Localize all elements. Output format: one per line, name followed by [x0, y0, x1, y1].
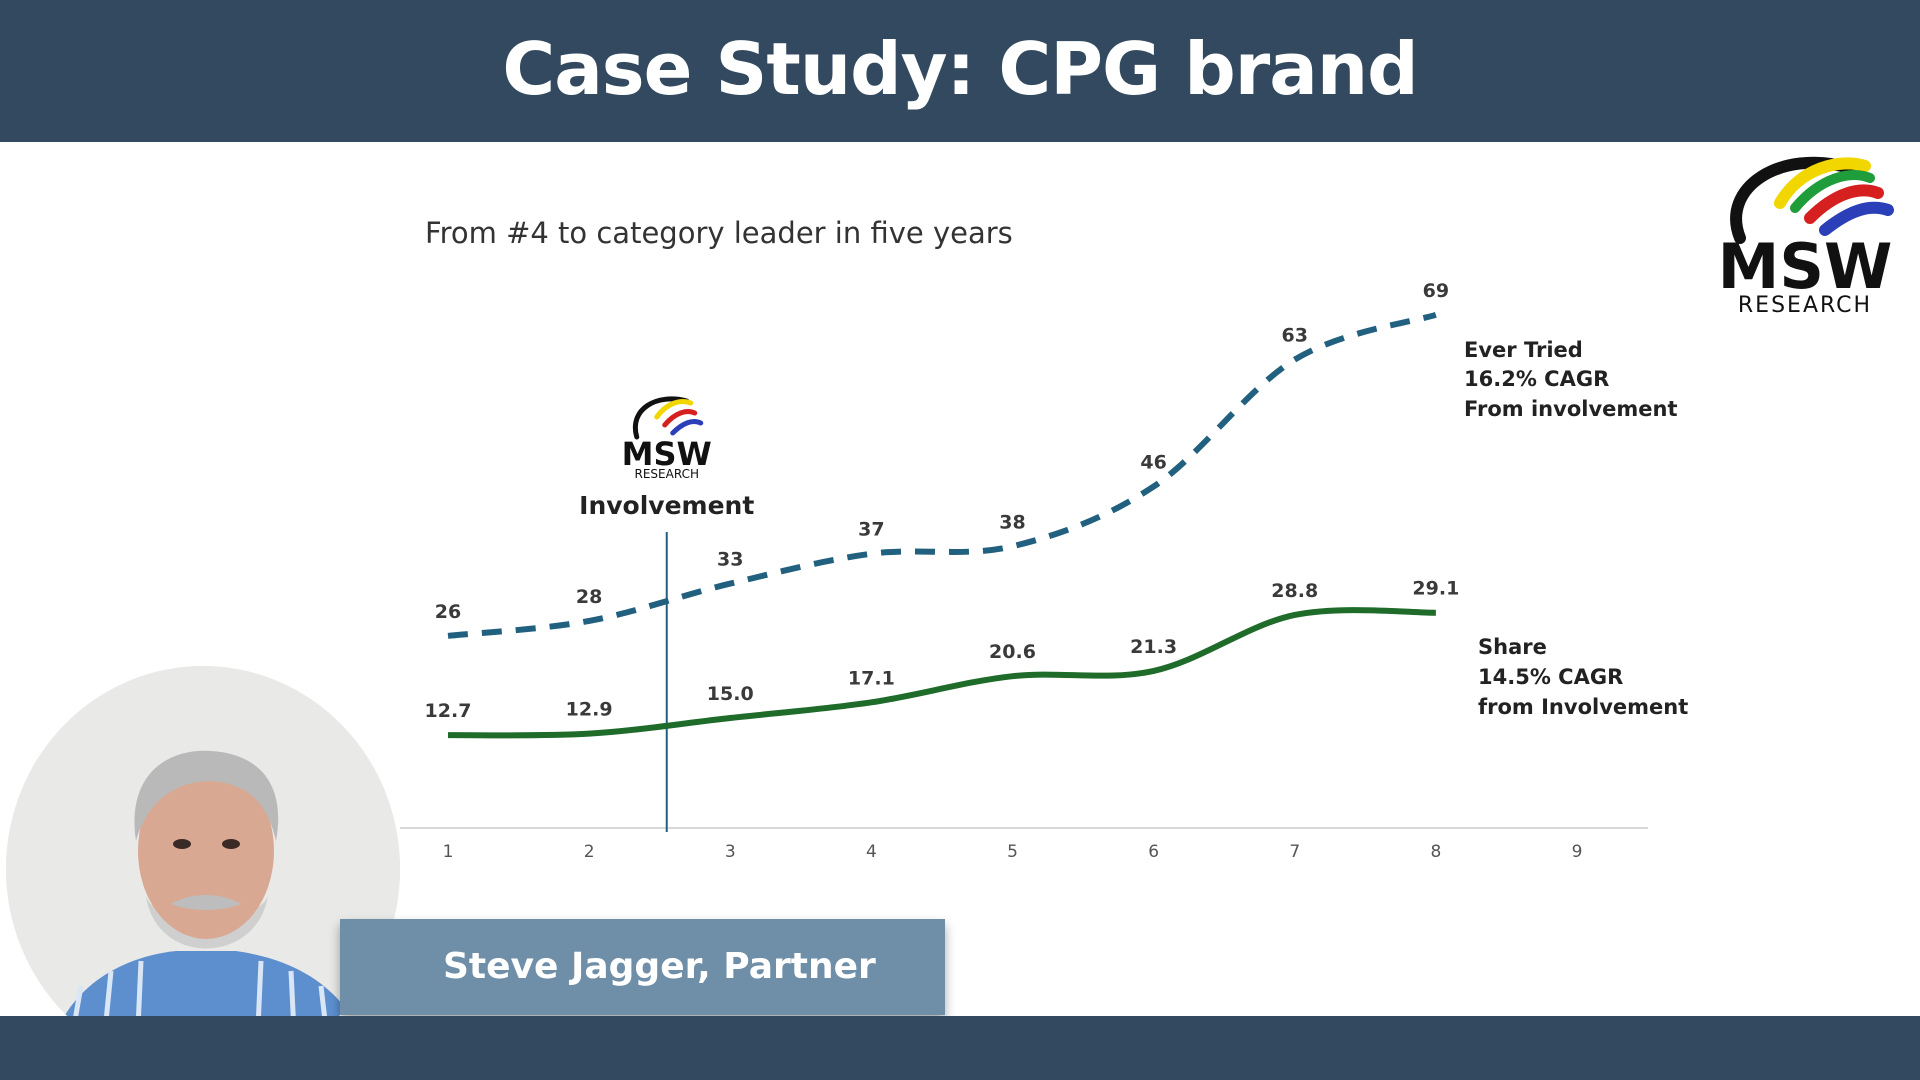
share-annotation-line3: from Involvement: [1478, 695, 1688, 719]
logo-swoosh-blue: [1819, 201, 1894, 236]
share-label: 17.1: [848, 667, 895, 689]
ever-tried-data-labels: 26 28 33 37 38 46 63 69: [435, 280, 1449, 623]
small-logo-swoosh-yellow: [654, 399, 694, 420]
ever-tried-annotation: Ever Tried 16.2% CAGR From involvement: [1464, 338, 1678, 421]
small-logo-swoosh-blue: [670, 418, 704, 436]
x-tick-labels: 1 2 3 4 5 6 7 8 9: [443, 842, 1583, 862]
ever-tried-label: 69: [1423, 280, 1449, 302]
ever-tried-label: 38: [999, 511, 1025, 533]
small-logo-text-research: RESEARCH: [635, 467, 699, 481]
x-tick-label: 9: [1572, 842, 1583, 862]
x-tick-label: 7: [1289, 842, 1300, 862]
share-label: 15.0: [707, 683, 754, 705]
share-annotation-line2: 14.5% CAGR: [1478, 665, 1623, 689]
presenter-hair: [134, 750, 279, 841]
logo-text-msw: MSW: [1718, 230, 1893, 303]
logo-swoosh-green: [1790, 170, 1875, 213]
header-bar: [0, 0, 1920, 142]
small-logo-text-msw: MSW: [622, 435, 712, 473]
x-tick-label: 3: [725, 842, 736, 862]
ever-tried-label: 28: [576, 586, 602, 608]
small-logo-swoosh-red: [662, 409, 698, 428]
ever-tried-label: 46: [1140, 452, 1166, 474]
presenter-name: Steve Jagger, Partner: [443, 946, 876, 987]
presenter-mustache: [171, 895, 241, 910]
share-annotation-line1: Share: [1478, 635, 1547, 659]
share-label: 21.3: [1130, 636, 1177, 658]
x-tick-label: 8: [1430, 842, 1441, 862]
ever-tried-label: 63: [1282, 325, 1308, 347]
x-tick-label: 1: [443, 842, 454, 862]
presenter-video: [6, 666, 400, 1072]
ever-tried-line: [447, 311, 1437, 639]
x-tick-label: 4: [866, 842, 877, 862]
small-logo-swoosh-black: [632, 396, 690, 440]
presenter-name-plate: [340, 919, 945, 1015]
ever-tried-annotation-line1: Ever Tried: [1464, 338, 1583, 362]
share-label: 28.8: [1271, 580, 1318, 602]
logo-text-research: RESEARCH: [1738, 293, 1872, 318]
slide-title: Case Study: CPG brand: [502, 27, 1418, 111]
x-tick-label: 5: [1007, 842, 1018, 862]
ever-tried-annotation-line2: 16.2% CAGR: [1464, 367, 1609, 391]
ever-tried-label: 33: [717, 549, 743, 571]
share-label: 12.7: [425, 700, 472, 722]
presenter-face: [138, 763, 274, 939]
ever-tried-annotation-line3: From involvement: [1464, 397, 1678, 421]
share-data-labels: 12.7 12.9 15.0 17.1 20.6 21.3 28.8 29.1: [425, 578, 1460, 722]
logo-swoosh-yellow: [1774, 157, 1871, 209]
ever-tried-label: 26: [435, 601, 461, 623]
involvement-msw-logo: MSW RESEARCH: [622, 396, 712, 481]
share-label: 20.6: [989, 641, 1036, 663]
share-label: 12.9: [566, 699, 613, 721]
share-label: 29.1: [1412, 578, 1459, 600]
x-tick-label: 6: [1148, 842, 1159, 862]
msw-research-logo: MSW RESEARCH: [1718, 156, 1894, 318]
logo-swoosh-red: [1804, 184, 1884, 224]
share-line: [447, 607, 1436, 739]
footer-bar: [0, 1016, 1920, 1080]
chart-subtitle: From #4 to category leader in five years: [425, 216, 1013, 250]
ever-tried-label: 37: [858, 519, 884, 541]
involvement-label: Involvement: [579, 491, 754, 520]
x-tick-label: 2: [584, 842, 595, 862]
share-annotation: Share 14.5% CAGR from Involvement: [1478, 635, 1688, 719]
